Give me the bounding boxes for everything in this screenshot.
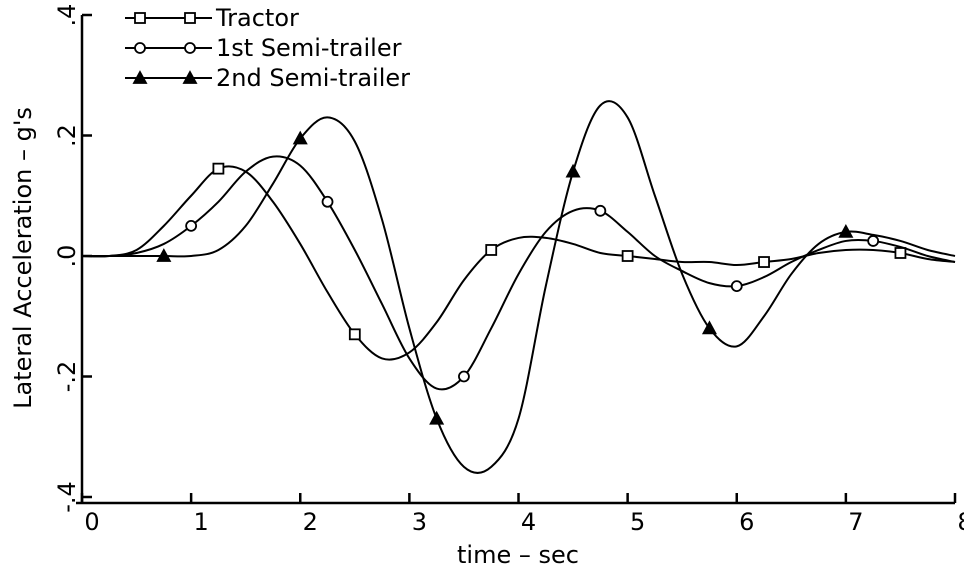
x-tick-label: 3 <box>412 508 427 536</box>
legend-label: Tractor <box>215 4 299 32</box>
marker <box>730 280 743 293</box>
marker <box>348 328 361 341</box>
marker <box>292 130 308 145</box>
marker <box>621 250 634 262</box>
legend-label: 2nd Semi-trailer <box>216 64 410 92</box>
marker <box>894 247 907 259</box>
marker <box>156 248 172 262</box>
series-line <box>81 165 956 361</box>
marker <box>182 70 198 84</box>
marker <box>758 256 770 268</box>
marker <box>429 410 445 425</box>
marker <box>701 320 717 335</box>
series-markers <box>185 195 880 383</box>
marker <box>185 219 198 232</box>
legend-label: 1st Semi-trailer <box>216 34 402 62</box>
x-tick-label: 2 <box>303 508 318 536</box>
x-tick-label: 4 <box>521 508 536 536</box>
series-markers <box>212 162 907 341</box>
x-tick-label: 5 <box>630 508 645 536</box>
x-tick-label: 7 <box>848 508 863 536</box>
marker <box>321 195 334 208</box>
series-markers <box>156 130 854 425</box>
y-axis-label: Lateral Acceleration – g's <box>9 107 37 409</box>
marker <box>134 42 146 54</box>
marker <box>134 12 146 24</box>
marker <box>132 70 148 84</box>
marker <box>594 204 607 217</box>
y-tick-label: .0 <box>53 245 81 268</box>
legend-markers <box>132 70 198 84</box>
y-tick-label: .4 <box>53 4 81 27</box>
x-tick-label: 1 <box>193 508 208 536</box>
legend-markers <box>134 42 196 54</box>
marker <box>565 163 581 178</box>
marker <box>184 42 196 54</box>
legend-markers <box>134 12 196 24</box>
marker <box>485 244 498 256</box>
series-line <box>81 155 956 391</box>
marker <box>838 224 854 238</box>
x-axis-label: time – sec <box>457 541 579 569</box>
marker <box>867 235 880 247</box>
x-tick-label: 8 <box>957 508 964 536</box>
y-tick-label: .2 <box>53 124 81 147</box>
marker <box>458 370 470 383</box>
x-tick-label: 0 <box>84 508 99 536</box>
marker <box>184 12 196 24</box>
marker <box>212 162 225 175</box>
y-tick-label: -.4 <box>53 481 81 513</box>
x-tick-label: 6 <box>739 508 754 536</box>
y-tick-label: -.2 <box>53 361 81 393</box>
series-line <box>81 100 956 474</box>
